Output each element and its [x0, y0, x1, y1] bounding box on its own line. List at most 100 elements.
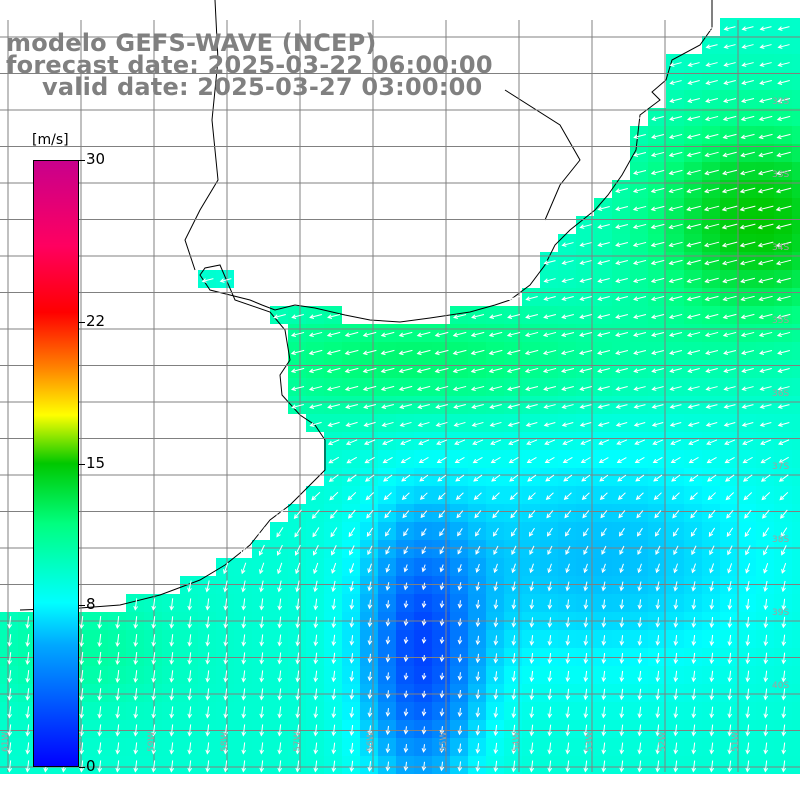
- wind-arrow: [439, 528, 445, 536]
- wind-arrow-head: [382, 440, 387, 446]
- wind-cell: [468, 702, 486, 720]
- wind-cell: [468, 450, 486, 468]
- wind-arrow-head: [277, 641, 283, 647]
- wind-cell: [702, 216, 720, 234]
- wind-cell: [666, 594, 684, 612]
- wind-arrow-head: [726, 532, 732, 538]
- wind-arrow: [441, 672, 443, 680]
- wind-arrow-head: [745, 731, 751, 737]
- wind-arrow: [405, 600, 407, 608]
- wind-cell: [288, 306, 306, 324]
- wind-arrow-head: [295, 677, 301, 683]
- wind-arrow-head: [313, 605, 319, 611]
- wind-arrow-head: [398, 332, 404, 338]
- wind-arrow-head: [187, 713, 193, 719]
- wind-arrow: [566, 617, 570, 627]
- wind-arrow: [780, 527, 788, 537]
- wind-cell: [666, 540, 684, 558]
- wind-arrow-head: [655, 604, 661, 610]
- wind-arrow: [291, 349, 305, 355]
- wind-arrow: [764, 742, 768, 754]
- wind-arrow-head: [709, 623, 715, 628]
- wind-arrow-head: [655, 731, 661, 737]
- wind-cell: [378, 684, 396, 702]
- wind-cell: [738, 684, 756, 702]
- wind-cell: [486, 450, 504, 468]
- wind-arrow-head: [560, 350, 566, 356]
- wind-arrow-head: [313, 731, 319, 737]
- wind-arrow-head: [439, 567, 445, 573]
- wind-arrow-head: [758, 332, 764, 338]
- wind-cell: [576, 756, 594, 774]
- wind-arrow: [296, 688, 300, 700]
- wind-arrow-head: [511, 658, 517, 664]
- wind-cell: [378, 558, 396, 576]
- wind-cell: [558, 432, 576, 450]
- wind-arrow-head: [311, 495, 317, 501]
- wind-arrow: [759, 295, 773, 301]
- wind-arrow-head: [385, 748, 391, 754]
- wind-arrow-head: [457, 639, 463, 645]
- wind-arrow: [403, 528, 409, 536]
- wind-arrow-head: [758, 152, 764, 158]
- wind-arrow-head: [385, 549, 390, 555]
- wind-arrow-head: [470, 386, 476, 392]
- wind-arrow-head: [669, 98, 675, 103]
- wind-arrow-head: [691, 731, 697, 737]
- wind-arrow: [728, 652, 732, 664]
- wind-arrow: [530, 706, 534, 718]
- colorbar-tick-label: 8: [86, 595, 96, 613]
- wind-arrow-head: [25, 749, 31, 755]
- wind-arrow-head: [367, 730, 373, 736]
- wind-arrow-head: [670, 458, 676, 464]
- wind-arrow-head: [79, 713, 85, 719]
- wind-arrow-head: [439, 675, 445, 681]
- wind-arrow: [546, 492, 554, 500]
- wind-cell: [504, 558, 522, 576]
- wind-cell: [792, 324, 800, 342]
- wind-arrow: [530, 652, 534, 664]
- wind-arrow: [476, 581, 480, 591]
- wind-arrow: [530, 635, 534, 645]
- wind-arrow-head: [331, 568, 336, 574]
- wind-arrow: [384, 510, 392, 518]
- wind-cell: [468, 378, 486, 396]
- wind-cell: [270, 594, 288, 612]
- wind-arrow-head: [348, 513, 353, 519]
- wind-arrow: [453, 331, 467, 337]
- wind-arrow: [742, 404, 754, 408]
- wind-arrow-head: [781, 677, 787, 683]
- wind-arrow: [656, 599, 660, 609]
- wind-arrow-head: [777, 350, 783, 355]
- wind-arrow-head: [277, 767, 283, 773]
- wind-cell: [720, 378, 738, 396]
- wind-arrow: [758, 259, 774, 265]
- wind-arrow-head: [511, 568, 516, 574]
- wind-cell: [432, 504, 450, 522]
- wind-arrow-head: [686, 152, 692, 158]
- wind-cell: [756, 234, 774, 252]
- wind-cell: [738, 414, 756, 432]
- wind-cell: [594, 216, 612, 234]
- wind-arrow-head: [722, 170, 728, 176]
- wind-arrow-head: [421, 567, 427, 573]
- wind-arrow-head: [457, 748, 463, 754]
- wind-cell: [792, 198, 800, 216]
- wind-arrow-head: [579, 296, 585, 301]
- wind-arrow: [332, 634, 336, 646]
- wind-arrow: [436, 421, 448, 427]
- wind-arrow: [638, 652, 642, 664]
- wind-arrow: [366, 509, 374, 519]
- wind-arrow-head: [241, 695, 247, 701]
- wind-arrow: [742, 368, 754, 372]
- wind-arrow-head: [79, 695, 85, 701]
- wind-arrow-head: [416, 368, 422, 374]
- wind-arrow: [242, 670, 246, 682]
- wind-arrow-head: [331, 713, 337, 719]
- wind-arrow: [277, 562, 283, 574]
- wind-cell: [378, 630, 396, 648]
- wind-arrow-head: [169, 641, 175, 647]
- wind-cell: [684, 630, 702, 648]
- wind-arrow: [638, 635, 642, 645]
- wind-arrow: [764, 670, 768, 682]
